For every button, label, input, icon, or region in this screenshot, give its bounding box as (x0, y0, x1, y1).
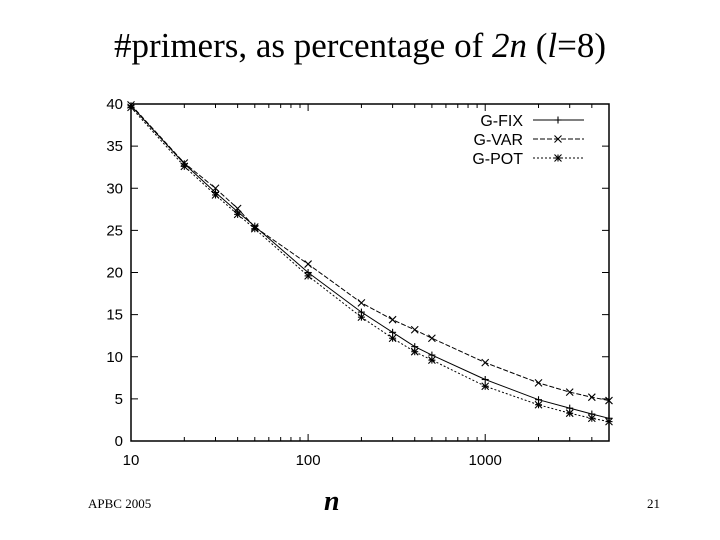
x-axis-label: n (324, 486, 340, 517)
data-point-g-pot (587, 414, 596, 423)
data-point-g-pot (388, 334, 397, 343)
legend-label: G-FIX (480, 113, 523, 130)
legend-marker (554, 135, 562, 143)
data-point-g-var (304, 260, 312, 268)
y-tick-label: 10 (106, 349, 123, 366)
data-point-g-var (605, 396, 613, 405)
data-point-g-pot (605, 417, 613, 426)
data-point-g-pot (534, 400, 543, 409)
x-tick-label: 10 (123, 452, 140, 469)
slide-title-paren: ( (526, 26, 548, 65)
x-axis: 10 100 1000 (123, 104, 610, 469)
data-point-g-var (410, 325, 419, 334)
y-tick-label: 5 (115, 391, 123, 408)
legend-marker (554, 154, 562, 162)
y-tick-label: 15 (106, 307, 123, 324)
data-point-g-pot (410, 347, 419, 356)
data-point-g-pot (180, 162, 189, 171)
data-point-g-pot (357, 313, 366, 322)
data-point-g-pot (127, 103, 135, 112)
data-point-g-pot (250, 224, 259, 233)
slide-title-2n: 2n (491, 26, 527, 65)
series-line-g-var (130, 104, 610, 402)
page-number: 21 (647, 496, 660, 511)
series-markers (127, 100, 613, 426)
data-point-g-var (534, 378, 543, 387)
data-point-g-pot (565, 409, 574, 418)
data-point-g-var (481, 358, 490, 367)
data-point-g-var (233, 204, 242, 213)
data-point-g-fix (481, 375, 489, 383)
data-point-g-var (565, 388, 574, 397)
series-line-g-fix (130, 105, 610, 419)
slide-title-l-value: =8) (557, 26, 607, 65)
legend-label: G-VAR (474, 132, 523, 149)
data-point-g-fix (389, 328, 397, 336)
data-point-g-pot (481, 382, 490, 391)
data-point-g-var (211, 184, 220, 193)
slide-title-text: #primers, as percentage of (113, 26, 492, 65)
y-axis: 0 5 10 15 20 25 30 35 40 (106, 96, 609, 450)
data-point-g-var (388, 315, 397, 324)
data-point-g-pot (304, 271, 312, 280)
y-tick-label: 30 (106, 180, 123, 197)
chart-legend: G-FIX G-VAR G-POT (472, 113, 584, 168)
data-point-g-pot (233, 210, 242, 219)
y-tick-label: 25 (106, 222, 123, 239)
data-point-g-var (428, 334, 436, 343)
series-lines (130, 104, 610, 423)
data-point-g-var (357, 298, 366, 307)
slide-title: #primers, as percentage of 2n (l=8) (0, 26, 720, 66)
x-tick-label: 100 (296, 452, 321, 469)
x-tick-label: 1000 (469, 452, 502, 469)
legend-label: G-POT (472, 151, 523, 168)
y-tick-label: 20 (106, 265, 123, 282)
data-point-g-var (587, 393, 596, 402)
data-point-g-pot (428, 356, 436, 365)
plot-frame (130, 103, 610, 442)
footer-conference: APBC 2005 (88, 496, 152, 511)
y-tick-label: 40 (106, 96, 123, 113)
y-tick-label: 35 (106, 138, 123, 155)
slide-title-l: l (547, 26, 558, 65)
y-tick-label: 0 (115, 433, 123, 450)
data-point-g-pot (211, 191, 220, 199)
series-line-g-pot (130, 107, 610, 423)
legend-marker (554, 116, 562, 124)
